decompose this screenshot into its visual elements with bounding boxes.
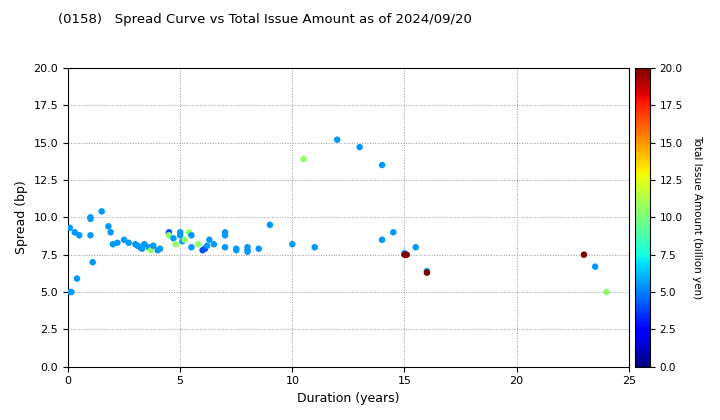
Point bbox=[170, 241, 181, 248]
Point bbox=[253, 245, 264, 252]
Point bbox=[192, 241, 204, 248]
Y-axis label: Total Issue Amount (billion yen): Total Issue Amount (billion yen) bbox=[692, 135, 702, 299]
Point bbox=[410, 244, 421, 251]
Point bbox=[85, 232, 96, 239]
Point bbox=[152, 247, 163, 254]
Point bbox=[387, 229, 399, 236]
Point bbox=[107, 241, 119, 248]
Point bbox=[401, 251, 413, 258]
Point bbox=[71, 275, 83, 282]
Point bbox=[230, 247, 242, 254]
Point bbox=[399, 251, 410, 258]
Point bbox=[421, 268, 433, 275]
Point bbox=[590, 263, 601, 270]
Point bbox=[87, 259, 99, 265]
Point bbox=[399, 250, 410, 257]
Point bbox=[199, 245, 211, 252]
Point bbox=[96, 208, 107, 215]
Point bbox=[186, 232, 197, 239]
Point bbox=[69, 229, 81, 236]
Point bbox=[204, 236, 215, 243]
Point bbox=[264, 221, 276, 228]
Point bbox=[176, 238, 188, 244]
Point bbox=[230, 245, 242, 252]
Point bbox=[179, 236, 190, 243]
Point bbox=[145, 247, 157, 254]
Point bbox=[105, 229, 117, 236]
Point bbox=[421, 269, 433, 276]
Point bbox=[132, 242, 143, 249]
Point bbox=[148, 242, 159, 249]
Point bbox=[134, 244, 145, 251]
Point bbox=[298, 156, 310, 163]
Point bbox=[136, 245, 148, 252]
Point bbox=[287, 241, 298, 248]
Point bbox=[118, 236, 130, 243]
Point bbox=[163, 231, 175, 237]
Point bbox=[163, 229, 175, 236]
Text: (0158)   Spread Curve vs Total Issue Amount as of 2024/09/20: (0158) Spread Curve vs Total Issue Amoun… bbox=[58, 13, 472, 26]
Point bbox=[168, 235, 179, 242]
Point bbox=[220, 229, 231, 236]
Point bbox=[331, 136, 343, 143]
Point bbox=[130, 241, 141, 248]
Point bbox=[184, 229, 195, 236]
Point bbox=[197, 247, 208, 254]
Point bbox=[103, 223, 114, 230]
Point bbox=[600, 289, 612, 295]
Point bbox=[208, 241, 220, 248]
Point bbox=[163, 232, 175, 239]
Point bbox=[143, 244, 155, 251]
Point bbox=[242, 247, 253, 254]
Point bbox=[354, 144, 365, 150]
Point bbox=[73, 232, 85, 239]
Point bbox=[220, 244, 231, 251]
Point bbox=[85, 215, 96, 222]
Point bbox=[154, 245, 166, 252]
Point bbox=[174, 229, 186, 236]
X-axis label: Duration (years): Duration (years) bbox=[297, 392, 400, 405]
Point bbox=[66, 289, 77, 295]
Point bbox=[220, 232, 231, 239]
Point bbox=[64, 289, 76, 295]
Point bbox=[138, 241, 150, 248]
Point bbox=[112, 239, 123, 246]
Point bbox=[174, 232, 186, 239]
Point bbox=[309, 244, 320, 251]
Point bbox=[242, 244, 253, 251]
Point bbox=[64, 224, 76, 231]
Point bbox=[377, 162, 388, 168]
Point bbox=[578, 251, 590, 258]
Point bbox=[186, 244, 197, 251]
Point bbox=[85, 214, 96, 221]
Point bbox=[377, 236, 388, 243]
Point bbox=[123, 239, 135, 246]
Point bbox=[242, 248, 253, 255]
Point bbox=[202, 242, 213, 249]
Y-axis label: Spread (bp): Spread (bp) bbox=[15, 181, 28, 254]
